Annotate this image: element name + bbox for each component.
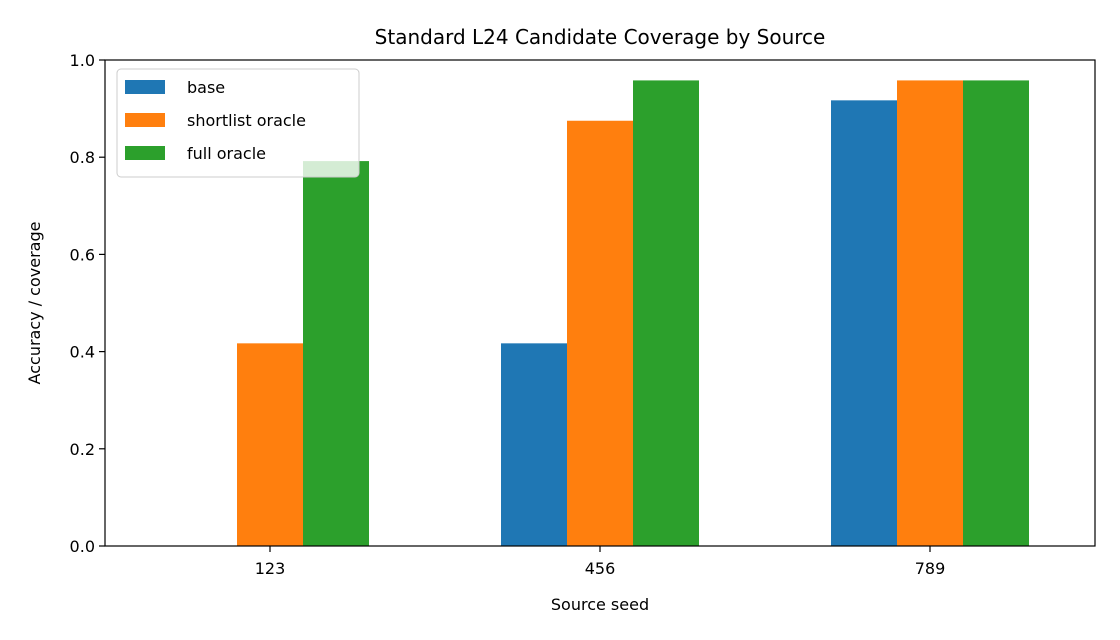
bar-shortlist-oracle-789 [897, 80, 963, 547]
x-tick-label: 123 [255, 559, 286, 578]
legend-label: shortlist oracle [187, 111, 306, 130]
y-tick-label: 0.8 [70, 148, 95, 167]
legend-swatch [125, 80, 165, 94]
y-tick-label: 0.6 [70, 245, 95, 264]
bar-shortlist-oracle-123 [237, 343, 303, 546]
y-tick-label: 0.4 [70, 343, 95, 362]
legend-box [116, 68, 360, 178]
bar-base-789 [831, 100, 897, 546]
bar-full-oracle-789 [963, 80, 1029, 547]
legend: base shortlist oracle full oracle [116, 68, 360, 178]
bar-base-456 [501, 343, 567, 546]
bars-group [237, 80, 1029, 547]
bar-full-oracle-123 [303, 161, 369, 546]
legend-label: base [187, 78, 225, 97]
chart-title: Standard L24 Candidate Coverage by Sourc… [375, 25, 826, 49]
x-axis-label: Source seed [551, 595, 649, 614]
y-tick-label: 0.2 [70, 440, 95, 459]
y-axis: 0.0 0.2 0.4 0.6 0.8 1.0 [70, 51, 105, 556]
x-axis: 123 456 789 [255, 546, 946, 578]
bar-full-oracle-456 [633, 80, 699, 547]
bar-shortlist-oracle-456 [567, 120, 633, 546]
y-tick-label: 0.0 [70, 537, 95, 556]
x-tick-label: 456 [585, 559, 616, 578]
y-tick-label: 1.0 [70, 51, 95, 70]
y-axis-label: Accuracy / coverage [25, 222, 44, 385]
legend-swatch [125, 146, 165, 160]
x-tick-label: 789 [915, 559, 946, 578]
legend-label: full oracle [187, 144, 266, 163]
legend-swatch [125, 113, 165, 127]
